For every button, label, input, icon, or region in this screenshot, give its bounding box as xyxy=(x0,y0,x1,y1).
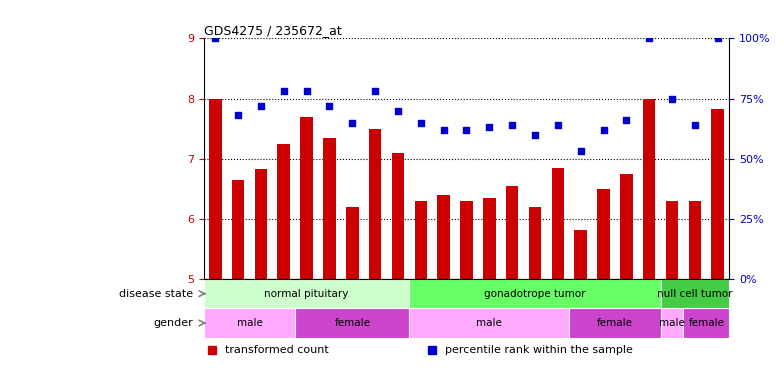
Text: gonadotrope tumor: gonadotrope tumor xyxy=(485,289,586,299)
Bar xyxy=(575,230,587,279)
Point xyxy=(209,35,222,41)
Text: GDS4275 / 235672_at: GDS4275 / 235672_at xyxy=(204,24,342,37)
Point xyxy=(346,119,358,126)
Text: female: female xyxy=(334,318,370,328)
Point xyxy=(506,122,518,128)
Bar xyxy=(346,207,358,279)
Bar xyxy=(643,99,655,279)
Bar xyxy=(661,279,729,308)
Point xyxy=(392,108,405,114)
Bar xyxy=(506,186,518,279)
Point xyxy=(688,122,701,128)
Bar xyxy=(296,308,409,338)
Bar xyxy=(300,117,313,279)
Point xyxy=(528,132,541,138)
Bar xyxy=(483,198,495,279)
Bar xyxy=(255,169,267,279)
Bar xyxy=(528,207,541,279)
Bar xyxy=(688,201,701,279)
Bar xyxy=(620,174,633,279)
Text: female: female xyxy=(688,318,724,328)
Text: female: female xyxy=(597,318,633,328)
Bar xyxy=(711,109,724,279)
Point xyxy=(575,148,587,154)
Bar xyxy=(552,168,564,279)
Point xyxy=(620,117,633,123)
Point xyxy=(666,96,678,102)
Point xyxy=(552,122,564,128)
Text: percentile rank within the sample: percentile rank within the sample xyxy=(445,345,633,355)
Point xyxy=(460,127,473,133)
Bar xyxy=(409,279,661,308)
Point xyxy=(415,119,427,126)
Bar xyxy=(232,180,245,279)
Bar xyxy=(666,201,678,279)
Point xyxy=(232,112,245,118)
Point xyxy=(300,88,313,94)
Bar xyxy=(209,99,222,279)
Point xyxy=(597,127,610,133)
Text: null cell tumor: null cell tumor xyxy=(657,289,732,299)
Bar xyxy=(569,308,661,338)
Point xyxy=(643,35,655,41)
Text: transformed count: transformed count xyxy=(225,345,328,355)
Bar xyxy=(204,308,296,338)
Text: male: male xyxy=(477,318,503,328)
Point xyxy=(483,124,495,131)
Point xyxy=(255,103,267,109)
Bar xyxy=(597,189,610,279)
Bar xyxy=(278,144,290,279)
Bar xyxy=(368,129,381,279)
Bar xyxy=(409,308,569,338)
Bar xyxy=(460,201,473,279)
Bar xyxy=(323,137,336,279)
Bar xyxy=(684,308,729,338)
Bar xyxy=(437,195,450,279)
Point xyxy=(278,88,290,94)
Bar xyxy=(415,201,427,279)
Text: male: male xyxy=(237,318,263,328)
Bar xyxy=(204,279,409,308)
Bar xyxy=(392,153,405,279)
Point xyxy=(323,103,336,109)
Point xyxy=(437,127,450,133)
Point xyxy=(368,88,381,94)
Bar xyxy=(661,308,684,338)
Text: male: male xyxy=(659,318,685,328)
Text: disease state: disease state xyxy=(119,289,194,299)
Text: normal pituitary: normal pituitary xyxy=(264,289,349,299)
Text: gender: gender xyxy=(154,318,194,328)
Point xyxy=(711,35,724,41)
